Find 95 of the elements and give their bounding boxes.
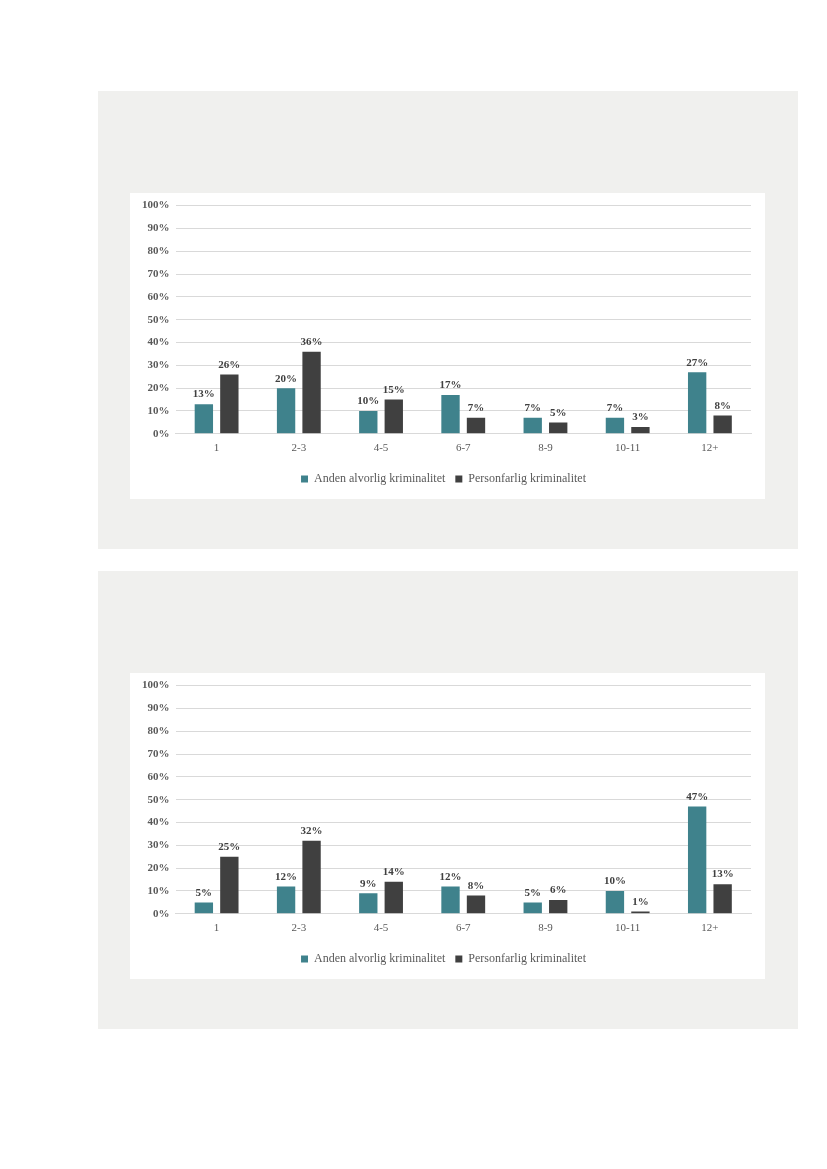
data-label: 13% (192, 387, 215, 400)
data-label: 14% (382, 865, 405, 878)
bar (466, 895, 486, 914)
data-label: 12% (275, 869, 298, 882)
legend-label: Personfarlig kriminalitet (468, 951, 587, 966)
y-tick-label: 40% (147, 335, 170, 348)
data-label: 9% (360, 876, 377, 889)
bar (276, 388, 296, 434)
data-label: 8% (467, 878, 485, 891)
y-tick-label: 90% (147, 221, 170, 234)
data-label: 36% (300, 334, 323, 347)
data-label: 10% (357, 394, 380, 407)
data-label: 27% (686, 355, 709, 368)
data-label: 47% (686, 789, 709, 802)
bar (276, 886, 296, 914)
bar (220, 856, 239, 914)
data-label: 5% (549, 405, 567, 418)
bar (687, 806, 707, 914)
bar (220, 374, 239, 434)
x-tick-label: 10-11 (615, 921, 641, 934)
y-tick-label: 80% (147, 724, 170, 737)
data-label: 15% (382, 382, 405, 395)
data-label: 8% (714, 398, 731, 411)
y-tick-label: 70% (147, 266, 170, 279)
data-label: 25% (218, 840, 241, 853)
data-label: 10% (603, 874, 626, 887)
data-label: 1% (632, 894, 649, 907)
x-tick-label: 8-9 (538, 441, 554, 454)
data-label: 6% (549, 883, 567, 896)
bar (549, 900, 568, 914)
bar (549, 422, 568, 434)
bar (466, 417, 486, 434)
x-tick-label: 4-5 (373, 921, 389, 934)
bar (194, 404, 214, 434)
bar (384, 881, 403, 914)
y-tick-label: 70% (147, 746, 170, 759)
bar (302, 840, 321, 914)
data-label: 3% (632, 410, 649, 423)
x-tick-label: 6-7 (455, 921, 472, 934)
bar (359, 893, 378, 914)
legend-label: Anden alvorlig kriminalitet (314, 951, 446, 966)
y-tick-label: 0% (153, 426, 170, 439)
bar (631, 426, 650, 434)
data-label: 5% (195, 885, 213, 898)
y-tick-label: 60% (147, 769, 170, 782)
y-tick-label: 20% (147, 381, 170, 393)
bar (441, 886, 460, 914)
y-tick-label: 90% (147, 701, 170, 714)
x-tick-label: 1 (213, 441, 220, 454)
x-tick-label: 10-11 (615, 441, 641, 454)
data-label: 12% (439, 869, 462, 882)
bar (359, 410, 378, 434)
y-tick-label: 30% (147, 838, 170, 851)
bar (302, 351, 321, 434)
y-tick-label: 50% (147, 792, 170, 805)
legend-label: Personfarlig kriminalitet (468, 471, 587, 486)
y-tick-label: 20% (147, 861, 170, 873)
x-tick-label: 12+ (701, 921, 719, 934)
x-tick-label: 12+ (701, 441, 719, 454)
data-label: 32% (300, 824, 323, 837)
data-label: 20% (275, 371, 298, 384)
y-tick-label: 10% (147, 403, 170, 416)
x-tick-label: 2-3 (291, 441, 307, 454)
legend-label: Anden alvorlig kriminalitet (314, 471, 446, 486)
data-label: 17% (439, 378, 462, 391)
y-tick-label: 60% (147, 289, 170, 302)
data-label: 13% (711, 867, 734, 880)
y-tick-label: 50% (147, 312, 170, 325)
y-tick-label: 10% (147, 883, 170, 896)
bar (713, 415, 732, 434)
bar (605, 417, 625, 434)
x-tick-label: 6-7 (455, 441, 472, 454)
y-tick-label: 100% (142, 678, 170, 691)
x-tick-label: 4-5 (373, 441, 389, 454)
y-tick-label: 100% (142, 198, 170, 211)
data-label: 7% (606, 401, 624, 414)
x-tick-label: 1 (213, 921, 220, 934)
bar (441, 395, 460, 434)
data-label: 7% (467, 401, 485, 414)
bar (687, 372, 707, 434)
bar (713, 884, 732, 914)
bar (523, 902, 542, 914)
y-tick-label: 30% (147, 358, 170, 371)
bar (384, 399, 403, 434)
data-label: 7% (524, 401, 541, 414)
x-tick-label: 2-3 (291, 921, 307, 934)
bar (523, 417, 542, 434)
data-label: 26% (218, 357, 241, 370)
y-tick-label: 0% (153, 906, 170, 919)
bar (605, 890, 625, 914)
bar (194, 902, 214, 914)
y-tick-label: 40% (147, 815, 170, 828)
y-tick-label: 80% (147, 244, 170, 257)
x-tick-label: 8-9 (538, 921, 554, 934)
data-label: 5% (524, 885, 541, 898)
